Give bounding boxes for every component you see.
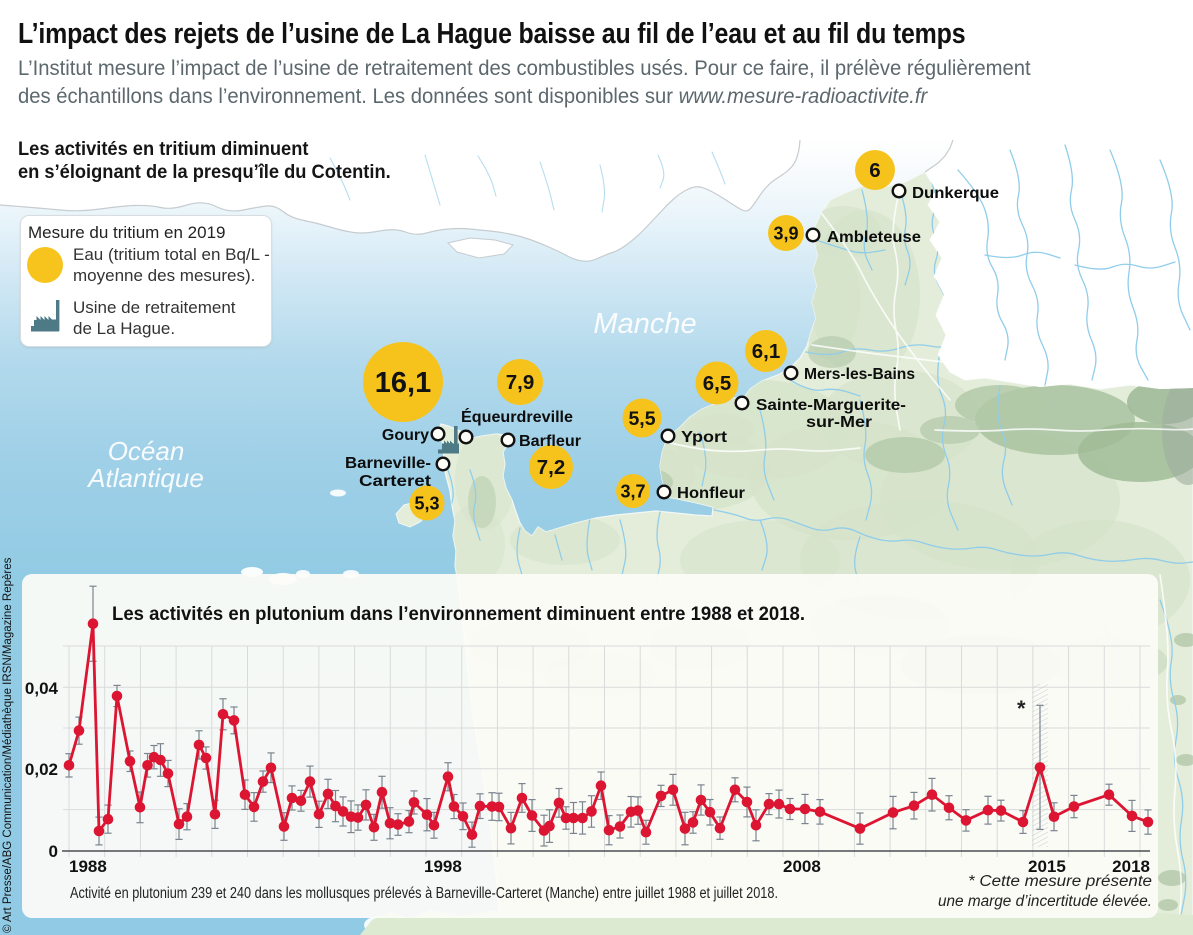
svg-text:7,2: 7,2 [537,456,566,479]
svg-text:Sainte-Marguerite-: Sainte-Marguerite- [756,397,906,414]
svg-text:Eau (tritium total en Bq/L -: Eau (tritium total en Bq/L - [73,245,270,264]
svg-text:2015: 2015 [1028,857,1066,876]
svg-text:3,9: 3,9 [773,223,798,243]
svg-text:Ambleteuse: Ambleteuse [827,229,921,246]
svg-text:Activité en plutonium 239 et 2: Activité en plutonium 239 et 240 dans le… [70,885,778,902]
svg-text:16,1: 16,1 [375,367,431,399]
svg-text:Atlantique: Atlantique [86,463,204,493]
svg-text:0,02: 0,02 [25,760,58,779]
svg-text:de La Hague.: de La Hague. [73,319,175,338]
svg-text:moyenne des mesures).: moyenne des mesures). [73,266,255,285]
svg-text:Goury: Goury [382,427,429,444]
svg-text:Océan: Océan [108,436,185,466]
svg-text:*: * [1017,696,1026,721]
svg-text:Honfleur: Honfleur [677,485,745,502]
svg-text:* Cette mesure présente: * Cette mesure présente [968,873,1152,890]
svg-text:5,5: 5,5 [628,408,655,430]
svg-text:Yport: Yport [681,429,728,446]
svg-text:2018: 2018 [1112,857,1150,876]
svg-text:6,1: 6,1 [752,340,781,363]
svg-text:6: 6 [869,159,880,182]
svg-text:Barneville-: Barneville- [345,455,431,472]
svg-text:7,9: 7,9 [506,371,535,394]
svg-text:Manche: Manche [593,308,696,340]
svg-text:6,5: 6,5 [703,372,732,395]
svg-text:1988: 1988 [69,857,107,876]
svg-text:sur-Mer: sur-Mer [806,414,872,431]
svg-text:Usine de retraitement: Usine de retraitement [73,298,236,317]
svg-text:Dunkerque: Dunkerque [912,185,999,202]
svg-text:Les activités en plutonium dan: Les activités en plutonium dans l’enviro… [112,603,805,625]
svg-text:0,04: 0,04 [25,679,59,698]
svg-text:3,7: 3,7 [620,481,645,501]
svg-text:5,3: 5,3 [414,493,439,513]
svg-text:Mers-les-Bains: Mers-les-Bains [804,366,915,383]
svg-text:Carteret: Carteret [359,473,432,490]
svg-text:1998: 1998 [424,857,462,876]
svg-text:Barfleur: Barfleur [519,433,581,450]
svg-text:Équeurdreville: Équeurdreville [461,407,573,426]
svg-text:2008: 2008 [783,857,821,876]
svg-text:0: 0 [49,842,58,861]
svg-text:une marge d’incertitude élevée: une marge d’incertitude élevée. [938,893,1152,910]
